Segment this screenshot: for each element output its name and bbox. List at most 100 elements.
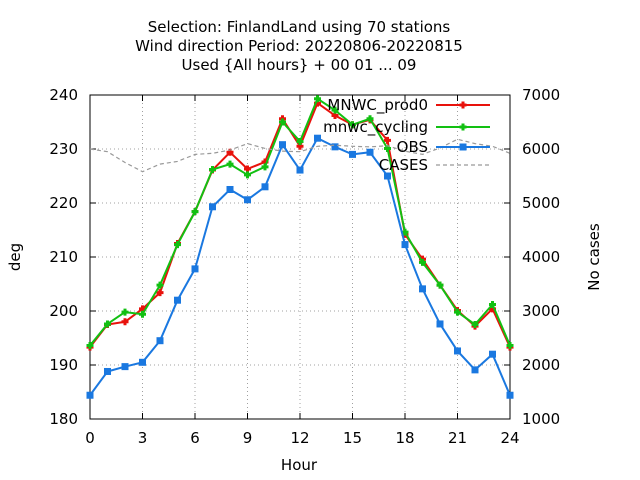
data-point xyxy=(86,342,94,350)
data-point xyxy=(331,143,339,151)
data-point xyxy=(121,318,129,326)
data-point xyxy=(209,203,216,211)
y-tick-label: 210 xyxy=(49,248,78,266)
chart-title-line-2: Wind direction Period: 20220806-20220815 xyxy=(135,37,463,55)
data-point xyxy=(419,285,426,293)
legend-entry-1: mnwc_cycling xyxy=(323,118,490,137)
y-axis-label: deg xyxy=(6,243,24,271)
y2-tick-label: 2000 xyxy=(522,356,560,374)
x-tick-label: 0 xyxy=(85,429,95,447)
legend-label: MNWC_prod0 xyxy=(327,96,428,115)
data-point xyxy=(489,350,496,358)
x-tick-label: 6 xyxy=(190,429,200,447)
axes xyxy=(89,94,511,420)
data-point xyxy=(104,320,111,328)
x-tick-label: 12 xyxy=(290,429,309,447)
y2-tick-label: 6000 xyxy=(522,140,560,158)
data-point xyxy=(471,321,479,328)
data-point xyxy=(121,308,129,316)
data-point xyxy=(86,391,94,399)
legend-entry-2: OBS xyxy=(397,138,490,156)
data-point xyxy=(209,166,216,174)
data-point xyxy=(384,136,391,144)
y2-tick-labels: 1000 2000 3000 4000 5000 6000 7000 xyxy=(522,86,560,428)
legend-entry-3: CASES xyxy=(379,156,490,174)
y-tick-labels: 180 190 200 210 220 230 240 xyxy=(49,86,78,428)
data-point xyxy=(156,337,164,345)
data-point xyxy=(244,171,251,179)
y2-tick-label: 1000 xyxy=(522,410,560,428)
data-point xyxy=(139,358,146,366)
series-line xyxy=(89,136,511,396)
data-point xyxy=(174,296,181,304)
data-point xyxy=(384,172,391,180)
data-point xyxy=(471,366,479,374)
data-point xyxy=(314,95,321,103)
data-point xyxy=(121,363,129,371)
y-tick-label: 240 xyxy=(49,86,78,104)
series-1 xyxy=(86,95,514,350)
data-point xyxy=(104,367,111,375)
chart-title-line-1: Selection: FinlandLand using 70 stations xyxy=(148,18,451,36)
data-point xyxy=(191,265,199,273)
series-layer xyxy=(86,95,514,399)
x-tick-labels: 0 3 6 9 12 15 18 21 24 xyxy=(85,429,519,447)
x-tick-label: 9 xyxy=(243,429,253,447)
legend-label: mnwc_cycling xyxy=(323,118,428,137)
series-2 xyxy=(86,134,514,399)
y-tick-label: 230 xyxy=(49,140,78,158)
data-point xyxy=(436,281,444,289)
data-point xyxy=(261,163,269,171)
data-point xyxy=(436,320,444,328)
y-tick-label: 200 xyxy=(49,302,78,320)
series-0 xyxy=(86,99,514,351)
data-point xyxy=(454,308,461,316)
data-point xyxy=(226,186,234,193)
data-point xyxy=(191,208,199,216)
data-point xyxy=(366,148,374,156)
data-point xyxy=(489,301,496,309)
data-point xyxy=(139,310,146,318)
data-point xyxy=(244,165,251,173)
x-tick-label: 3 xyxy=(138,429,148,447)
data-point xyxy=(454,347,461,355)
data-point xyxy=(174,241,181,249)
data-point xyxy=(261,183,269,191)
data-point xyxy=(244,196,251,204)
data-point xyxy=(226,160,234,168)
data-point xyxy=(156,281,164,289)
data-point xyxy=(349,150,356,158)
data-point xyxy=(401,241,409,249)
chart-title: Selection: FinlandLand using 70 stations… xyxy=(135,18,463,74)
data-point xyxy=(366,115,374,123)
y-tick-label: 220 xyxy=(49,194,78,212)
data-point xyxy=(419,258,426,266)
y-tick-label: 190 xyxy=(49,356,78,374)
y2-tick-label: 7000 xyxy=(522,86,560,104)
data-point xyxy=(279,118,286,126)
y2-tick-label: 3000 xyxy=(522,302,560,320)
chart-title-line-3: Used {All hours} + 00 01 ... 09 xyxy=(182,56,417,74)
legend-marker xyxy=(459,143,467,151)
legend-entry-0: MNWC_prod0 xyxy=(327,96,490,115)
y2-tick-label: 5000 xyxy=(522,194,560,212)
x-tick-label: 15 xyxy=(343,429,362,447)
y2-axis-label: No cases xyxy=(585,223,603,291)
x-tick-label: 21 xyxy=(448,429,467,447)
data-point xyxy=(331,106,339,114)
legend-marker xyxy=(459,101,467,109)
y2-tick-label: 4000 xyxy=(522,248,560,266)
data-point xyxy=(279,141,286,149)
data-point xyxy=(314,134,321,142)
x-tick-label: 18 xyxy=(395,429,414,447)
data-point xyxy=(296,166,304,174)
legend-marker xyxy=(459,123,467,131)
data-point xyxy=(296,137,304,145)
legend-label: CASES xyxy=(379,156,428,174)
data-point xyxy=(156,289,164,297)
y-tick-label: 180 xyxy=(49,410,78,428)
x-axis-label: Hour xyxy=(281,456,318,474)
data-point xyxy=(506,391,514,399)
